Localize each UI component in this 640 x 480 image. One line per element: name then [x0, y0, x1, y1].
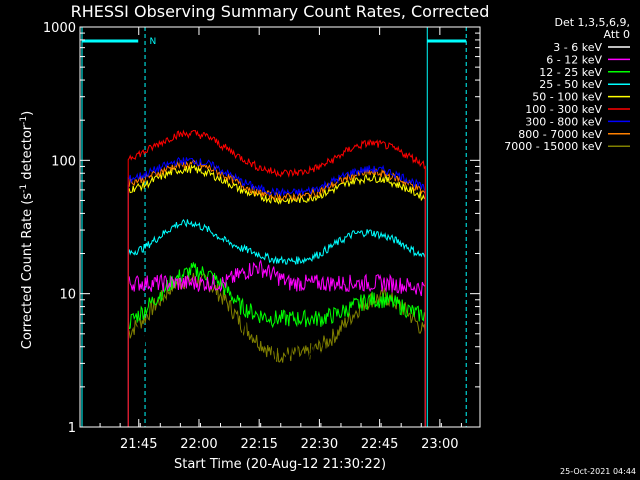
- x-tick-label-2: 22:15: [240, 437, 277, 452]
- y-tick-label-1: 10: [59, 288, 76, 303]
- y-tick-label-2: 100: [51, 154, 76, 169]
- plot-frame: [79, 26, 481, 428]
- series-line-8: [127, 271, 426, 427]
- legend-header-1: Det 1,3,5,6,9,: [554, 16, 630, 29]
- x-tick-label-5: 23:00: [421, 437, 458, 452]
- legend-label-3: 25 - 50 keV: [539, 78, 602, 91]
- series-line-5: [127, 129, 426, 427]
- legend-label-4: 50 - 100 keV: [532, 91, 602, 104]
- legend-label-5: 100 - 300 keV: [525, 103, 602, 116]
- series-line-6: [127, 156, 426, 427]
- series-line-2: [127, 262, 426, 427]
- series-line-3: [127, 219, 426, 427]
- series-line-4: [127, 163, 426, 427]
- plot-area: N: [81, 27, 467, 427]
- y-label-end: ): [20, 111, 35, 116]
- legend-label-8: 7000 - 15000 keV: [504, 140, 602, 153]
- y-label-sup1: -1: [19, 184, 29, 193]
- y-axis-label: Corrected Count Rate (s-1 detector-1): [19, 111, 35, 349]
- chart-marks: [127, 129, 426, 427]
- chart-title: RHESSI Observing Summary Count Rates, Co…: [71, 2, 490, 21]
- timestamp: 25-Oct-2021 04:44: [560, 467, 636, 476]
- legend-label-1: 6 - 12 keV: [546, 53, 602, 66]
- y-label-mid: detector: [20, 124, 35, 184]
- legend-label-7: 800 - 7000 keV: [518, 128, 602, 141]
- x-axis-label: Start Time (20-Aug-12 21:30:22): [174, 457, 386, 472]
- x-tick-label-1: 22:00: [180, 437, 217, 452]
- x-tick-label-3: 22:30: [301, 437, 338, 452]
- legend-label-2: 12 - 25 keV: [539, 66, 602, 79]
- x-axis: 21:45 22:00 22:15 22:30 22:45 23:00: [79, 27, 462, 452]
- series-line-1: [127, 259, 426, 427]
- y-label-main: Corrected Count Rate (s: [20, 193, 35, 350]
- legend-label-0: 3 - 6 keV: [553, 41, 602, 54]
- night-marker-label: N: [149, 37, 156, 47]
- legend-label-6: 300 - 800 keV: [525, 115, 602, 128]
- y-label-sup2: -1: [19, 116, 29, 125]
- y-tick-label-3: 1000: [43, 21, 76, 36]
- y-tick-label-0: 1: [68, 421, 76, 436]
- legend-header-2: Att 0: [604, 28, 630, 41]
- y-axis: 1 10 100 1000: [43, 21, 480, 436]
- x-tick-label-4: 22:45: [361, 437, 398, 452]
- x-tick-label-0: 21:45: [120, 437, 157, 452]
